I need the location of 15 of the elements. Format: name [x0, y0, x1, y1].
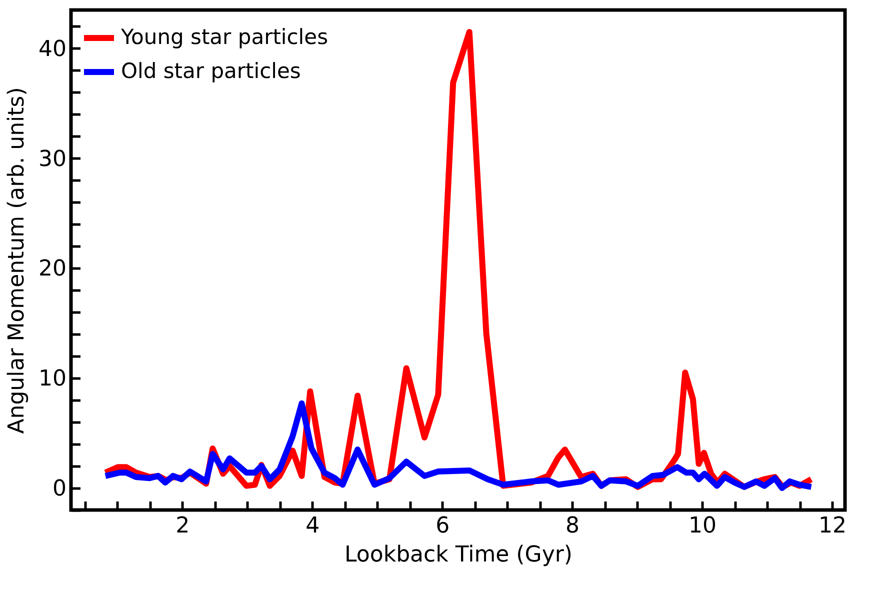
x-tick-label: 10 [688, 514, 717, 538]
x-tick-label: 2 [176, 514, 190, 538]
y-axis-title: Angular Momentum (arb. units) [4, 87, 30, 434]
y-tick-label: 0 [52, 476, 66, 502]
x-tick-label: 4 [306, 514, 320, 538]
x-tick-label: 12 [818, 514, 847, 538]
x-tick-label: 6 [436, 514, 450, 538]
y-tick-label: 30 [38, 146, 66, 172]
legend-label: Old star particles [121, 59, 301, 83]
x-tick-label: 8 [566, 514, 580, 538]
y-tick-label: 10 [38, 366, 66, 392]
x-axis-title: Lookback Time (Gyr) [344, 542, 572, 568]
legend-label: Young star particles [120, 25, 328, 49]
y-tick-label: 20 [38, 256, 66, 282]
y-tick-label: 40 [38, 36, 66, 62]
